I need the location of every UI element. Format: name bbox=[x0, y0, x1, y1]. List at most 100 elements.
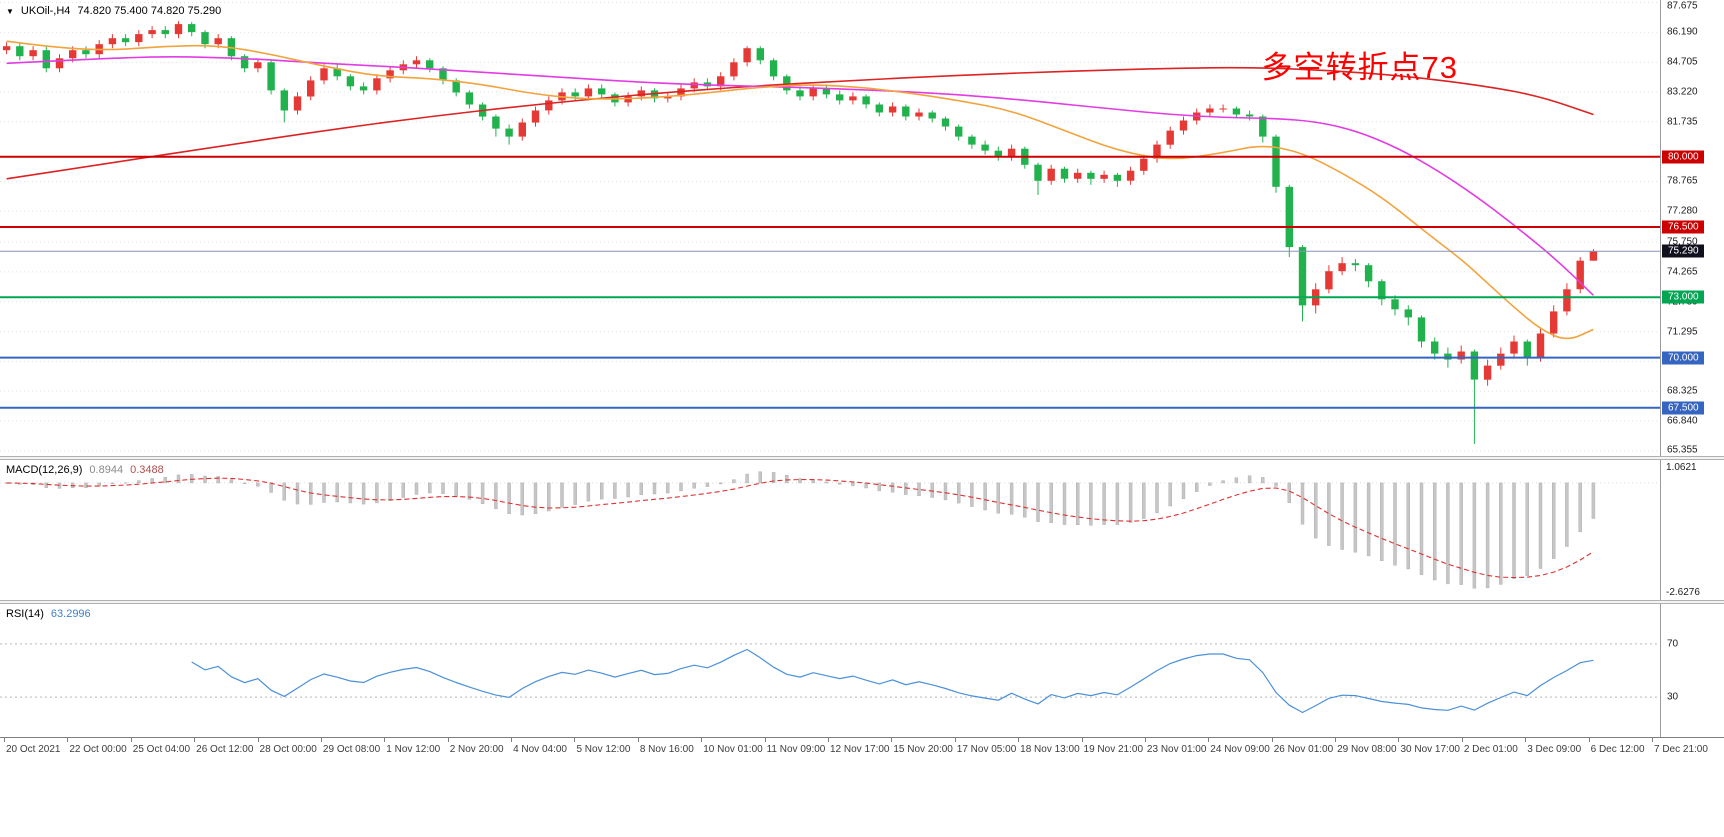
price-level-chip: 73.000 bbox=[1662, 290, 1704, 304]
time-label: 28 Oct 00:00 bbox=[259, 744, 317, 755]
bottom-whitespace bbox=[0, 759, 1724, 837]
time-label: 30 Nov 17:00 bbox=[1400, 744, 1460, 755]
rsi-value: 63.2996 bbox=[50, 608, 91, 620]
price-tick-label: 65.355 bbox=[1667, 444, 1698, 456]
rsi-name: RSI(14) bbox=[6, 608, 44, 620]
time-tick bbox=[257, 738, 259, 742]
time-tick bbox=[1144, 738, 1146, 742]
time-label: 6 Dec 12:00 bbox=[1590, 744, 1645, 755]
price-level-chip: 76.500 bbox=[1662, 220, 1704, 234]
macd-chart bbox=[0, 471, 1660, 589]
time-tick bbox=[447, 738, 449, 742]
panel-splitter[interactable] bbox=[0, 600, 1724, 604]
rsi-chart bbox=[0, 643, 1660, 714]
time-tick bbox=[1525, 738, 1527, 742]
price-tick-label: 78.765 bbox=[1667, 175, 1698, 187]
time-tick bbox=[764, 738, 766, 742]
price-level-chip: 75.290 bbox=[1662, 244, 1704, 258]
price-tick-label: 71.295 bbox=[1667, 326, 1698, 338]
time-axis[interactable]: 20 Oct 2021 22 Oct 00:00 25 Oct 04:00 26 Oc… bbox=[0, 737, 1724, 759]
macd-histogram bbox=[4, 471, 1596, 589]
time-tick bbox=[511, 738, 513, 742]
time-tick bbox=[1081, 738, 1083, 742]
time-label: 19 Nov 21:00 bbox=[1083, 744, 1144, 755]
time-tick bbox=[1018, 738, 1020, 742]
price-level-chip: 70.000 bbox=[1662, 351, 1704, 365]
macd-axis[interactable]: 1.0621 -2.6276 bbox=[1660, 460, 1724, 600]
time-label: 29 Nov 08:00 bbox=[1337, 744, 1397, 755]
time-label: 5 Nov 12:00 bbox=[576, 744, 631, 755]
time-tick bbox=[1461, 738, 1463, 742]
macd-signal-line bbox=[6, 477, 1594, 579]
panel-splitter[interactable] bbox=[0, 456, 1724, 460]
price-tick-label: 84.705 bbox=[1667, 56, 1698, 68]
time-tick bbox=[194, 738, 196, 742]
time-label: 3 Dec 09:00 bbox=[1527, 744, 1582, 755]
time-tick bbox=[828, 738, 829, 742]
time-tick bbox=[1652, 738, 1653, 742]
time-label: 22 Oct 00:00 bbox=[69, 744, 127, 755]
time-label: 29 Oct 08:00 bbox=[322, 744, 381, 755]
time-tick bbox=[320, 738, 322, 742]
time-label: 26 Nov 01:00 bbox=[1273, 744, 1334, 755]
price-tick-label: 66.840 bbox=[1667, 415, 1698, 427]
time-tick bbox=[574, 738, 576, 742]
price-tick-label: 68.325 bbox=[1667, 385, 1698, 397]
time-label: 24 Nov 09:00 bbox=[1210, 744, 1270, 755]
price-tick-label: 81.735 bbox=[1667, 116, 1698, 128]
time-label: 25 Oct 04:00 bbox=[132, 744, 191, 755]
time-label: 26 Oct 12:00 bbox=[196, 744, 254, 755]
macd-value-signal: 0.3488 bbox=[130, 464, 164, 476]
time-tick bbox=[1208, 738, 1210, 742]
symbol-timeframe-label: UKOil-,H4 bbox=[20, 5, 71, 17]
symbol-dropdown-icon[interactable]: ▼ bbox=[6, 6, 14, 16]
macd-chart-area[interactable]: MACD(12,26,9) 0.8944 0.3488 bbox=[0, 460, 1660, 600]
annotation-text: 多空转折点73 bbox=[1261, 50, 1458, 85]
time-label: 18 Nov 13:00 bbox=[1020, 744, 1080, 755]
time-tick bbox=[891, 738, 893, 742]
time-tick bbox=[637, 738, 639, 742]
macd-value-main: 0.8944 bbox=[89, 464, 124, 476]
time-tick bbox=[701, 738, 703, 742]
hlines-layer bbox=[0, 155, 1660, 409]
time-label: 1 Nov 12:00 bbox=[386, 744, 441, 755]
time-label: 7 Dec 21:00 bbox=[1654, 744, 1708, 755]
macd-name: MACD(12,26,9) bbox=[6, 464, 83, 476]
macd-axis-min: -2.6276 bbox=[1666, 587, 1700, 598]
price-panel: ▼ UKOil-,H4 74.820 75.400 74.820 75.290 … bbox=[0, 0, 1724, 456]
candlestick-chart bbox=[0, 2, 1660, 452]
time-label: 12 Nov 17:00 bbox=[830, 744, 890, 755]
time-label: 10 Nov 01:00 bbox=[703, 744, 763, 755]
time-tick bbox=[4, 738, 5, 742]
price-tick-label: 83.220 bbox=[1667, 86, 1698, 98]
grid-layer bbox=[0, 2, 1660, 452]
rsi-chart-area[interactable]: RSI(14) 63.2996 bbox=[0, 604, 1660, 737]
time-tick bbox=[67, 738, 69, 742]
macd-axis-max: 1.0621 bbox=[1666, 462, 1697, 473]
time-label: 8 Nov 16:00 bbox=[639, 744, 694, 755]
ma-red bbox=[6, 66, 1594, 180]
price-tick-label: 77.280 bbox=[1667, 205, 1698, 217]
price-tick-label: 87.675 bbox=[1667, 0, 1698, 12]
price-level-chip: 67.500 bbox=[1662, 401, 1704, 415]
time-tick bbox=[1335, 738, 1337, 742]
symbol-info-bar: ▼ UKOil-,H4 74.820 75.400 74.820 75.290 bbox=[6, 5, 221, 17]
price-tick-label: 86.190 bbox=[1667, 26, 1698, 38]
rsi-level-label: 30 bbox=[1667, 691, 1679, 703]
time-tick bbox=[384, 738, 386, 742]
time-tick bbox=[130, 738, 132, 742]
ma-magenta bbox=[6, 56, 1594, 296]
rsi-axis[interactable]: 70 30 bbox=[1660, 604, 1724, 737]
price-chart-area[interactable]: ▼ UKOil-,H4 74.820 75.400 74.820 75.290 … bbox=[0, 0, 1660, 456]
time-tick bbox=[1271, 738, 1273, 742]
time-label: 2 Nov 20:00 bbox=[449, 744, 504, 755]
time-label: 23 Nov 01:00 bbox=[1146, 744, 1207, 755]
ohlc-readout: 74.820 75.400 74.820 75.290 bbox=[77, 5, 222, 17]
price-axis[interactable]: 87.675 86.190 84.705 83.220 81.735 78.765 77.2… bbox=[1660, 0, 1724, 456]
macd-label-bar: MACD(12,26,9) 0.8944 0.3488 bbox=[6, 464, 164, 476]
price-level-chip: 80.000 bbox=[1662, 150, 1704, 164]
macd-panel: MACD(12,26,9) 0.8944 0.3488 1.0621 -2.62… bbox=[0, 460, 1724, 600]
price-tick-label: 75.750 bbox=[1667, 236, 1698, 248]
time-label: 11 Nov 09:00 bbox=[766, 744, 826, 755]
